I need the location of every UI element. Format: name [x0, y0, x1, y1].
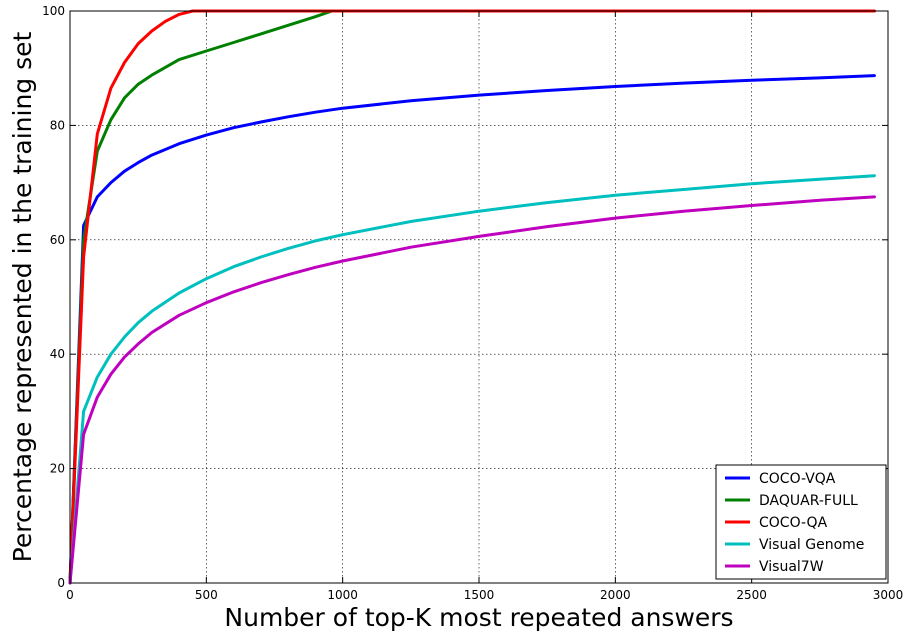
legend-label-visual7w: Visual7W: [759, 559, 824, 575]
x-tick-label: 500: [195, 588, 218, 602]
legend-label-daquar-full: DAQUAR-FULL: [759, 493, 858, 509]
y-tick-label: 80: [50, 118, 65, 132]
legend-label-coco-vqa: COCO-VQA: [759, 471, 836, 487]
y-tick-label: 20: [50, 462, 65, 476]
y-tick-label: 0: [57, 576, 65, 590]
y-tick-label: 60: [50, 233, 65, 247]
axis-ticks: 0 500 1000 1500 2000 2500 3000 0 20 40 60 80 100: [42, 4, 903, 602]
legend: COCO-VQA DAQUAR-FULL COCO-QA Visual Genome V…: [715, 464, 887, 580]
x-tick-label: 1000: [327, 588, 358, 602]
x-tick-label: 0: [66, 588, 74, 602]
x-tick-label: 3000: [873, 588, 904, 602]
series-line-coco-vqa: [68, 74, 876, 585]
x-tick-label: 1500: [464, 588, 495, 602]
series-line-visual7w: [68, 195, 876, 585]
legend-label-visual-genome: Visual Genome: [759, 537, 864, 553]
grid-lines: [70, 11, 888, 583]
x-tick-label: 2500: [736, 588, 767, 602]
y-axis-label: Percentage represented in the training s…: [8, 31, 37, 562]
x-axis-label: Number of top-K most repeated answers: [224, 603, 733, 632]
legend-label-coco-qa: COCO-QA: [759, 515, 828, 531]
y-tick-label: 100: [42, 4, 65, 18]
series-line-visual-genome: [68, 174, 876, 585]
y-tick-label: 40: [50, 347, 65, 361]
x-tick-label: 2000: [600, 588, 631, 602]
